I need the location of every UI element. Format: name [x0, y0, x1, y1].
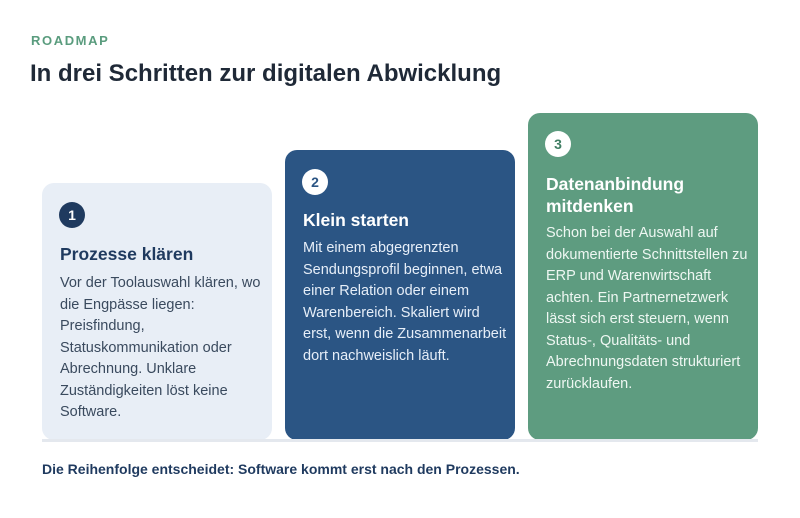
step-card-3: 3 Datenanbindung mitdenken Schon bei der…	[528, 113, 758, 440]
page-title: In drei Schritten zur digitalen Abwicklu…	[30, 60, 502, 87]
section-eyebrow: ROADMAP	[31, 33, 110, 48]
step-number-badge: 2	[302, 169, 328, 195]
step-title: Prozesse klären	[60, 244, 194, 264]
step-description: Schon bei der Auswahl auf dokumentierte …	[546, 225, 748, 392]
step-card-2: 2 Klein starten Mit einem abgegrenzten S…	[285, 150, 515, 440]
step-description: Mit einem abgegrenzten Sendungsprofil be…	[303, 240, 507, 364]
footer-note: Die Reihenfolge entscheidet: Software ko…	[42, 461, 520, 477]
step-title: Klein starten	[303, 210, 409, 230]
step-card-1: 1 Prozesse klären Vor der Toolauswahl kl…	[42, 183, 272, 440]
step-title: Datenanbindung mitdenken	[546, 174, 685, 216]
step-number-badge: 1	[59, 202, 85, 228]
step-description: Vor der Toolauswahl klären, wo die Engpä…	[60, 275, 261, 420]
steps-baseline-divider	[42, 439, 758, 442]
step-number-badge: 3	[545, 131, 571, 157]
